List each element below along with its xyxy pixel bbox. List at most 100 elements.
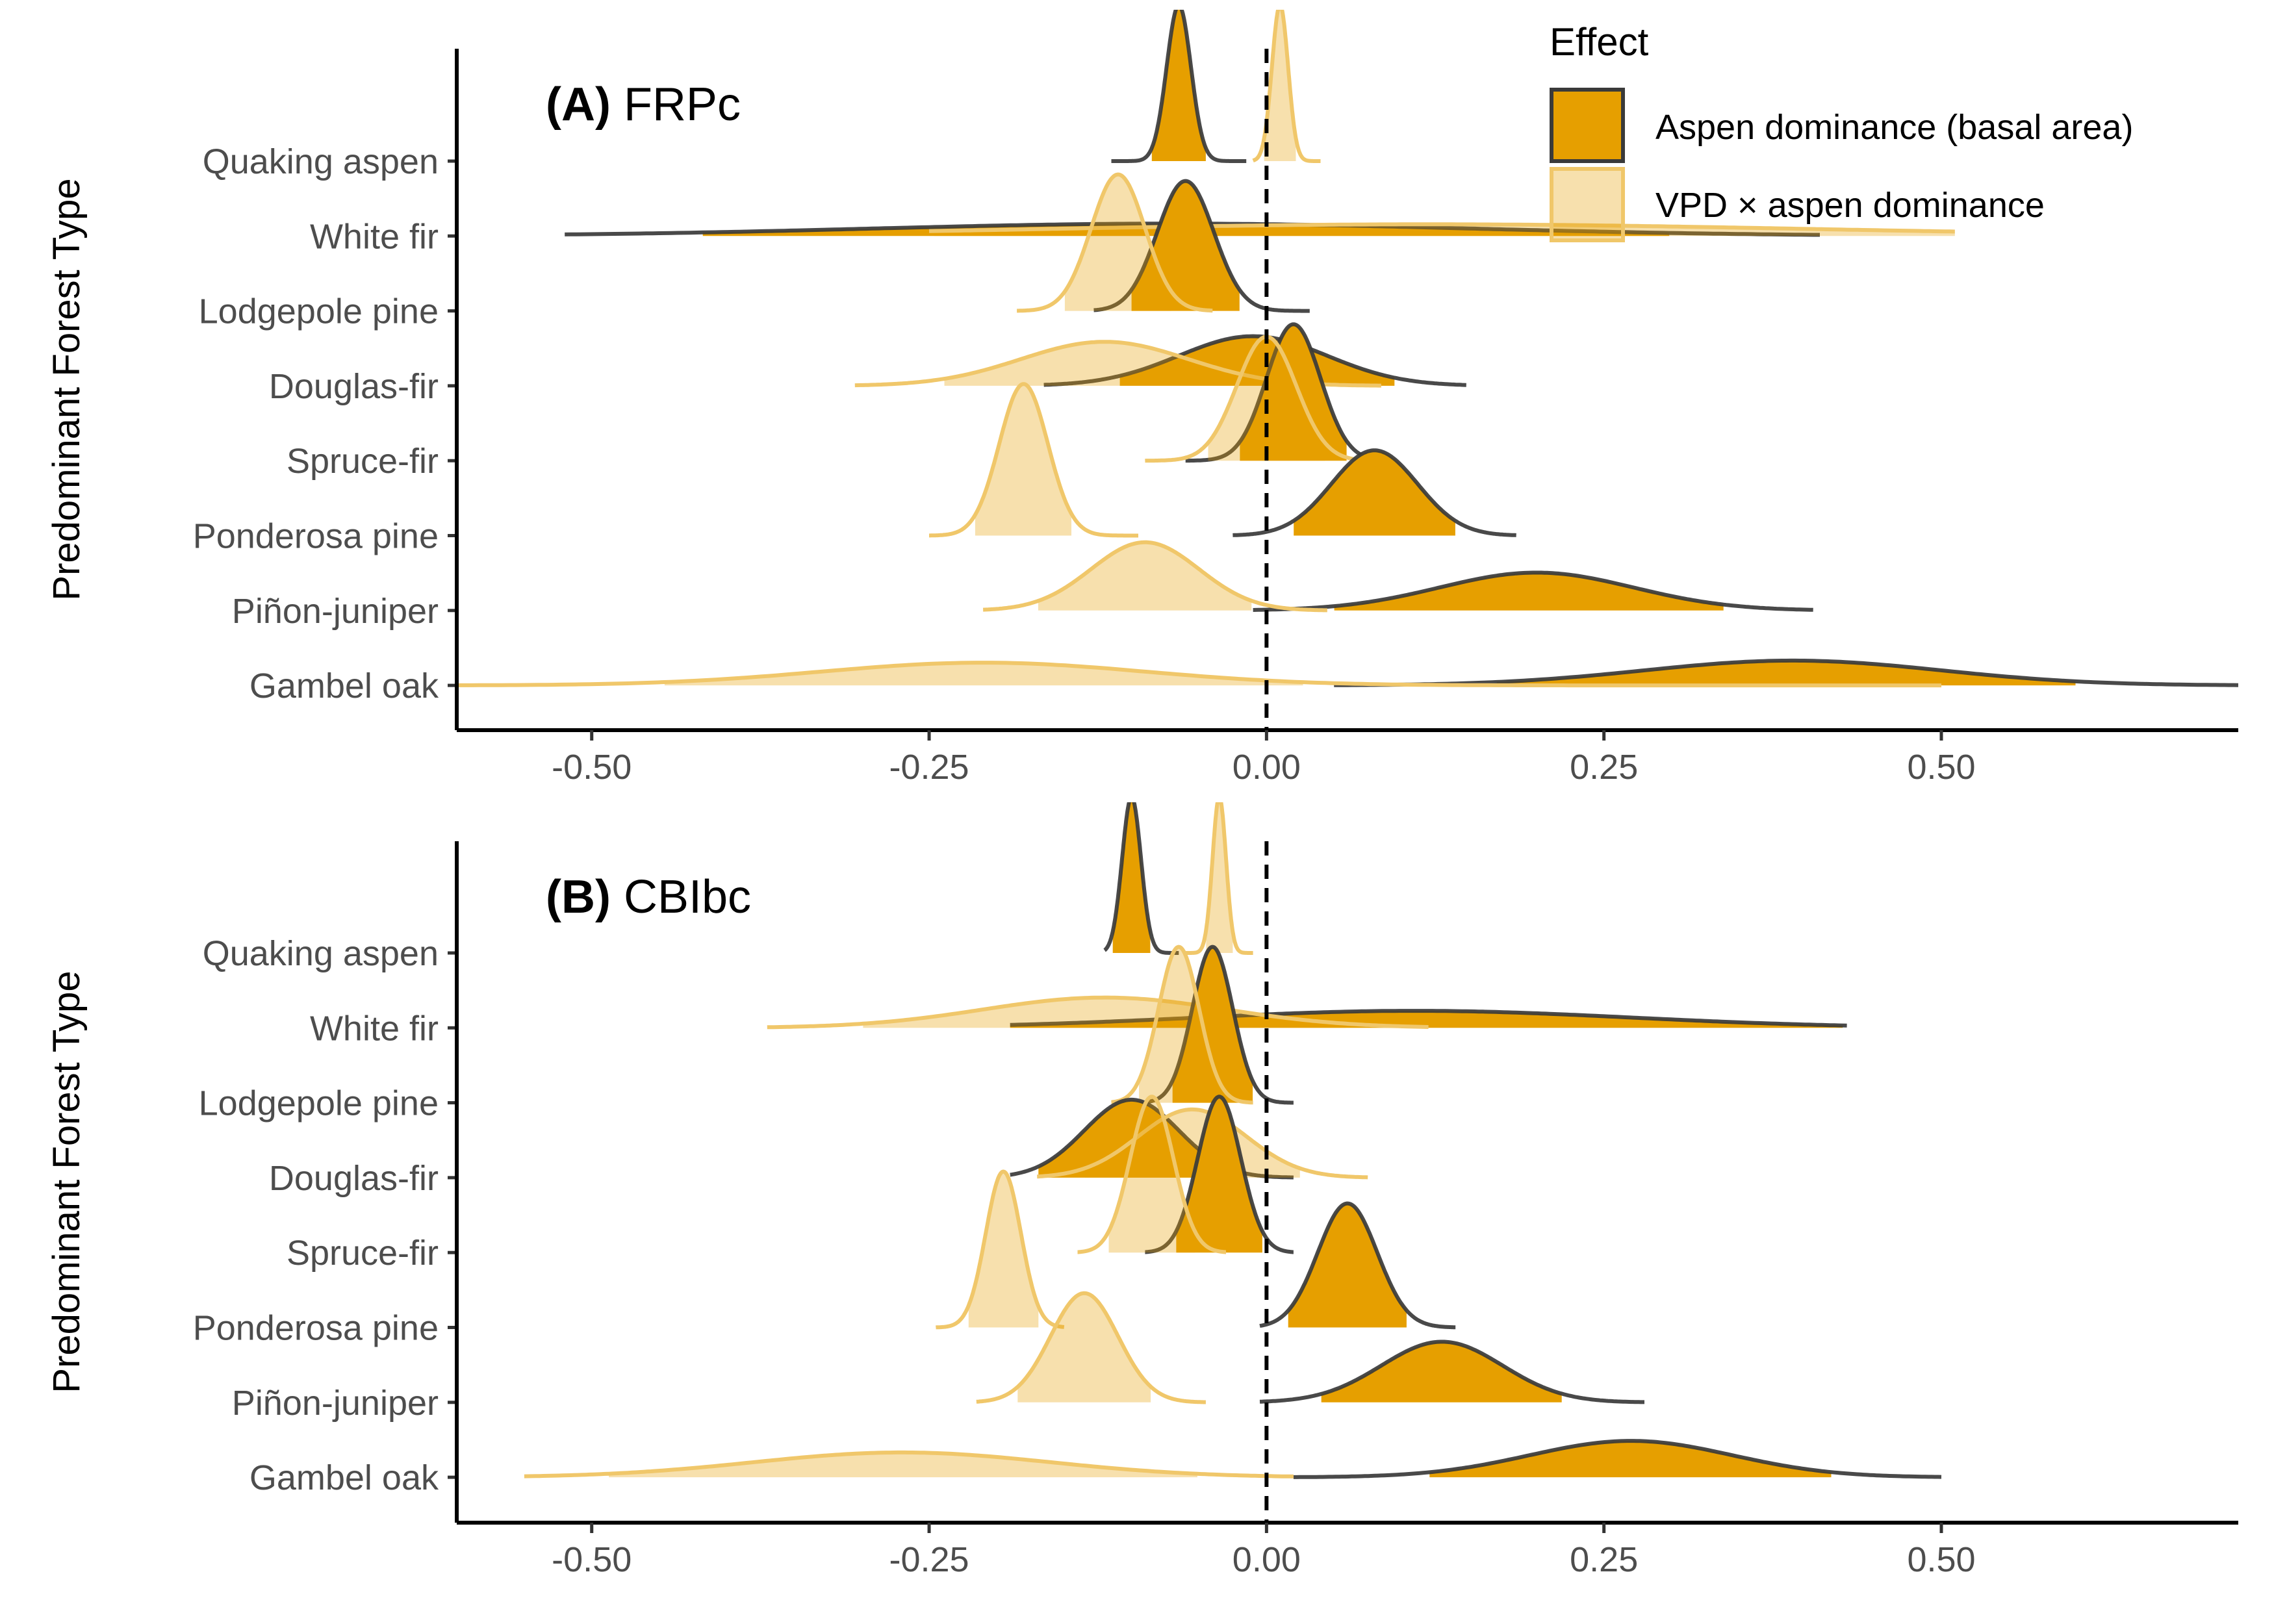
ridge-fill-ponderosa-pine-aspen-dominance: [1288, 1203, 1407, 1328]
x-tick-label-0-50: 0.50: [1907, 1540, 1975, 1579]
x-tick-label-0-25: -0.25: [889, 748, 969, 787]
ridge-fill-quaking-aspen-vpd-interaction: [1206, 802, 1233, 953]
y-tick-label-ponderosa-pine: Ponderosa pine: [193, 1309, 439, 1348]
panel-a-frpc: Quaking aspen White fir Lodgepole pine Doug…: [45, 10, 2238, 787]
x-tick-label-0-25: -0.25: [889, 1540, 969, 1579]
y-tick-label-white-fir: White fir: [310, 217, 439, 256]
ridge-fill-douglas-fir-aspen-dominance: [1038, 1099, 1226, 1178]
y-tick-label-spruce-fir: Spruce-fir: [287, 1234, 439, 1273]
ridge-fill-gambel-oak-vpd-interaction: [609, 1452, 1197, 1478]
ridge-fill-gambel-oak-aspen-dominance: [1496, 660, 2076, 686]
y-tick-label-ponderosa-pine: Ponderosa pine: [193, 517, 439, 556]
ridge-outline-spruce-fir-vpd-interaction: [1076, 1095, 1227, 1254]
y-tick-label-douglas-fir: Douglas-fir: [269, 1159, 439, 1198]
ridge-outline-gambel-oak-aspen-dominance: [1293, 1439, 1942, 1479]
y-tick-label-gambel-oak: Gambel oak: [249, 1458, 439, 1497]
y-tick-label-pinon-juniper: Piñon-juniper: [232, 1384, 439, 1423]
panel-metric: CBIbc: [611, 871, 751, 923]
x-tick-label-0-00: 0.00: [1233, 1540, 1301, 1579]
ridge-outline-douglas-fir-vpd-interaction: [1036, 1107, 1368, 1180]
ridge-outline-lodgepole-pine-aspen-dominance: [1093, 179, 1311, 313]
y-axis-title: Predominant Forest Type: [45, 178, 88, 600]
legend-key-aspen-dominance: [1550, 88, 1625, 163]
panel-letter: (A): [546, 79, 611, 131]
x-tick-label-0-00: 0.00: [1233, 748, 1301, 787]
panel-metric: FRPc: [611, 79, 741, 131]
ridge-fill-lodgepole-pine-vpd-interaction: [1139, 946, 1220, 1103]
y-tick-label-gambel-oak: Gambel oak: [249, 666, 439, 705]
panel-title: (A) FRPc: [546, 79, 741, 131]
x-tick-label-0-50: -0.50: [552, 1540, 632, 1579]
panel-title: (B) CBIbc: [546, 871, 751, 923]
ridge-outline-gambel-oak-vpd-interaction: [457, 661, 1941, 688]
ridge-outline-lodgepole-pine-aspen-dominance: [1143, 945, 1295, 1105]
y-axis-title: Predominant Forest Type: [45, 971, 88, 1393]
y-tick-label-white-fir: White fir: [310, 1009, 439, 1048]
ridge-outline-ponderosa-pine-aspen-dominance: [1258, 1201, 1457, 1330]
ridge-fill-ponderosa-pine-vpd-interaction: [968, 1171, 1039, 1328]
y-tick-label-quaking-aspen: Quaking aspen: [203, 934, 439, 973]
y-tick-label-spruce-fir: Spruce-fir: [287, 442, 439, 481]
ridge-fill-spruce-fir-vpd-interaction: [1108, 1097, 1195, 1253]
ridge-fill-ponderosa-pine-aspen-dominance: [1294, 450, 1455, 536]
ridge-fill-pinon-juniper-aspen-dominance: [1334, 572, 1724, 611]
panel-b-cbibc: Quaking aspen White fir Lodgepole pine Doug…: [45, 802, 2238, 1579]
ridge-outline-pinon-juniper-aspen-dominance: [1259, 1339, 1644, 1404]
y-tick-label-lodgepole-pine: Lodgepole pine: [199, 1084, 439, 1123]
ridge-outline-gambel-oak-aspen-dominance: [1334, 658, 2238, 687]
y-tick-label-pinon-juniper: Piñon-juniper: [232, 592, 439, 631]
ridge-outline-quaking-aspen-vpd-interaction: [1251, 10, 1322, 163]
x-tick-label-0-25: 0.25: [1570, 1540, 1638, 1579]
ridge-outline-lodgepole-pine-vpd-interaction: [1016, 172, 1214, 313]
ridge-outline-quaking-aspen-aspen-dominance: [1103, 802, 1181, 955]
ridge-fill-pinon-juniper-vpd-interaction: [1017, 1293, 1151, 1402]
ridge-fill-douglas-fir-vpd-interaction: [944, 342, 1266, 386]
ridge-outline-spruce-fir-vpd-interaction: [1144, 335, 1375, 463]
ridges: [524, 802, 1942, 1479]
ridge-outline-pinon-juniper-vpd-interaction: [982, 540, 1328, 613]
ridge-outline-quaking-aspen-vpd-interaction: [1184, 802, 1255, 955]
x-tick-label-0-50: -0.50: [552, 748, 632, 787]
ridge-outline-ponderosa-pine-vpd-interaction: [928, 382, 1140, 538]
ridge-outline-white-fir-aspen-dominance: [1010, 1009, 1847, 1028]
legend: Effect Aspen dominance (basal area) VPD …: [1550, 20, 2133, 242]
ridge-fill-quaking-aspen-vpd-interaction: [1264, 10, 1296, 161]
ridge-outline-quaking-aspen-aspen-dominance: [1110, 10, 1248, 163]
ridge-fill-gambel-oak-vpd-interaction: [664, 663, 1303, 686]
ridge-fill-douglas-fir-aspen-dominance: [1119, 336, 1395, 386]
y-tick-label-douglas-fir: Douglas-fir: [269, 367, 439, 406]
ridge-fill-spruce-fir-vpd-interaction: [1208, 336, 1325, 461]
ridge-fill-gambel-oak-aspen-dominance: [1429, 1441, 1832, 1478]
ridges: [457, 10, 2238, 688]
y-tick-label-quaking-aspen: Quaking aspen: [203, 142, 439, 181]
ridge-outline-gambel-oak-vpd-interaction: [524, 1450, 1294, 1478]
ridge-outline-ponderosa-pine-vpd-interaction: [934, 1169, 1066, 1330]
ridge-fill-pinon-juniper-aspen-dominance: [1321, 1341, 1562, 1402]
ridge-fill-lodgepole-pine-vpd-interaction: [1064, 174, 1171, 311]
ridge-outline-white-fir-vpd-interaction: [767, 995, 1429, 1030]
ridge-outline-pinon-juniper-vpd-interaction: [975, 1291, 1207, 1404]
ridge-fill-quaking-aspen-aspen-dominance: [1151, 10, 1206, 161]
x-tick-label-0-25: 0.25: [1570, 748, 1638, 787]
ridge-outline-spruce-fir-aspen-dominance: [1143, 1095, 1295, 1254]
ridge-fill-quaking-aspen-aspen-dominance: [1112, 802, 1151, 953]
ridge-fill-lodgepole-pine-aspen-dominance: [1131, 181, 1240, 311]
x-tick-label-0-50: 0.50: [1907, 748, 1975, 787]
ridge-outline-lodgepole-pine-vpd-interaction: [1110, 945, 1255, 1105]
panel-letter: (B): [546, 871, 611, 923]
legend-label-vpd-interaction: VPD × aspen dominance: [1655, 186, 2045, 225]
y-tick-label-lodgepole-pine: Lodgepole pine: [199, 292, 439, 331]
ridge-outline-douglas-fir-aspen-dominance: [1043, 334, 1466, 387]
legend-title: Effect: [1550, 20, 1649, 64]
ridge-fill-spruce-fir-aspen-dominance: [1176, 1097, 1262, 1253]
ridge-outline-pinon-juniper-aspen-dominance: [1253, 570, 1813, 612]
legend-label-aspen-dominance: Aspen dominance (basal area): [1655, 108, 2133, 147]
ridge-fill-lodgepole-pine-aspen-dominance: [1172, 946, 1253, 1103]
ridge-outline-ponderosa-pine-aspen-dominance: [1232, 448, 1517, 537]
ridge-fill-ponderosa-pine-vpd-interaction: [975, 384, 1071, 536]
ridge-fill-pinon-juniper-vpd-interaction: [1038, 542, 1252, 611]
ridge-outline-white-fir-vpd-interaction: [928, 222, 1955, 234]
legend-key-vpd-interaction: [1550, 167, 1625, 242]
ridge-fill-douglas-fir-vpd-interaction: [1085, 1109, 1300, 1178]
